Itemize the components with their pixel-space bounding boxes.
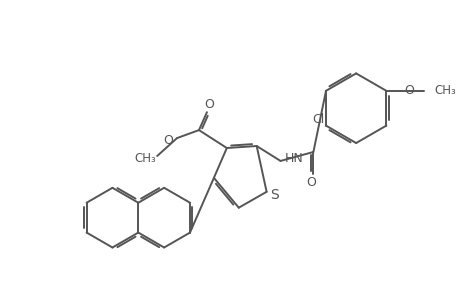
Text: O: O — [403, 84, 413, 97]
Text: O: O — [163, 134, 173, 147]
Text: CH₃: CH₃ — [433, 84, 455, 97]
Text: S: S — [269, 188, 278, 202]
Text: HN: HN — [284, 152, 302, 166]
Text: CH₃: CH₃ — [134, 152, 156, 166]
Text: Cl: Cl — [311, 113, 324, 126]
Text: O: O — [203, 98, 213, 111]
Text: O: O — [306, 176, 316, 189]
